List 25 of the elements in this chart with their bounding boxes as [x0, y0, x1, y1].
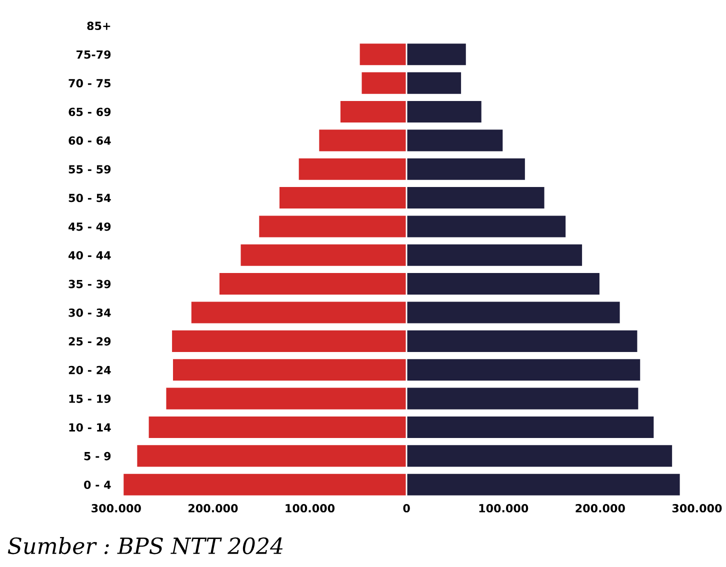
y-tick-label: 0 - 4	[84, 480, 111, 489]
y-tick-label: 30 - 34	[68, 308, 111, 317]
y-tick-label: 10 - 14	[69, 423, 111, 432]
x-tick-label: 200.000	[576, 504, 625, 512]
x-tick-label: 100.000	[479, 504, 528, 512]
y-tick-label: 55 - 59	[68, 165, 111, 174]
y-tick-label: 70 - 75	[68, 79, 111, 88]
y-tick-label: 60 - 64	[68, 136, 111, 145]
x-tick-label: 300.000	[672, 504, 722, 512]
y-tick-label: 35 - 39	[68, 280, 111, 288]
y-tick-label: 65 - 69	[68, 108, 111, 116]
y-tick-label: 40 - 44	[68, 251, 111, 260]
y-tick-label: 15 - 19	[69, 394, 111, 403]
y-tick-label: 20 - 24	[68, 366, 111, 374]
x-tick-label: 300.000	[92, 504, 141, 512]
y-tick-label: 50 - 54	[68, 194, 111, 202]
x-tick-label: 100.000	[286, 504, 335, 512]
y-tick-label: 85+	[87, 22, 110, 30]
y-tick-label: 75-79	[76, 50, 111, 59]
y-tick-label: 5 - 9	[84, 452, 111, 460]
y-tick-label: 25 - 29	[68, 337, 111, 346]
x-tick-label: 200.000	[188, 504, 238, 512]
y-tick-label: 45 - 49	[68, 222, 111, 231]
text: Sumber : BPS NTT 2024	[8, 536, 283, 554]
x-tick-label: 0	[403, 504, 410, 512]
